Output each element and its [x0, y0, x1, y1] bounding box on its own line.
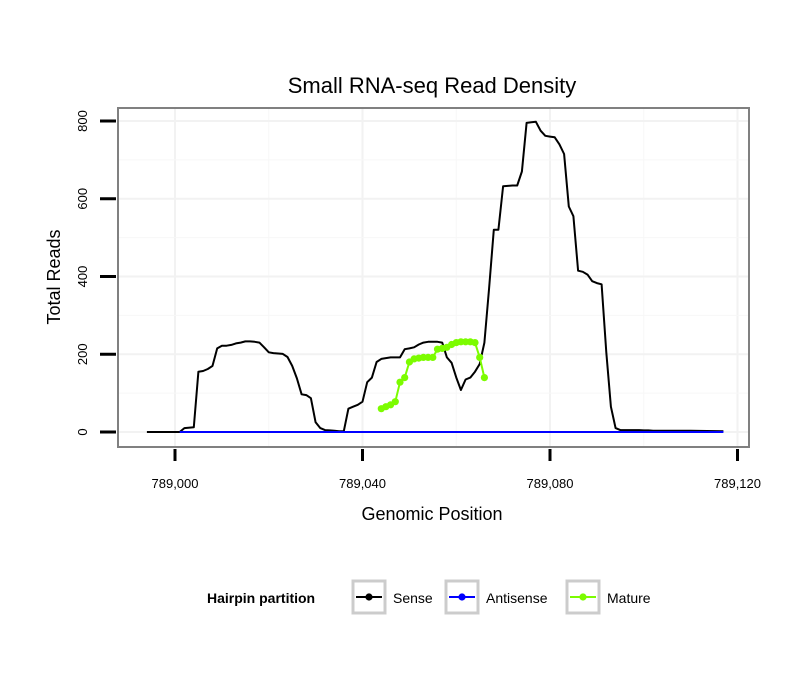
y-axis-title: Total Reads — [44, 229, 64, 324]
legend-title: Hairpin partition — [207, 590, 315, 606]
legend: Hairpin partition Sense Antisense Mature — [207, 579, 651, 615]
mature-points — [377, 338, 488, 413]
y-tick-label: 200 — [75, 343, 90, 365]
mature-point — [476, 353, 484, 361]
y-tick-label: 0 — [75, 428, 90, 435]
series-line-sense — [146, 120, 724, 433]
legend-item-sense: Sense — [351, 579, 433, 615]
legend-item-antisense: Antisense — [444, 579, 548, 615]
plot-area — [117, 107, 750, 448]
x-tick-label: 789,080 — [527, 476, 574, 491]
x-tick-label: 789,000 — [152, 476, 199, 491]
legend-key-point — [579, 593, 587, 601]
y-tick-label: 800 — [75, 110, 90, 132]
mature-point — [471, 339, 479, 347]
mature-point — [480, 374, 488, 382]
y-axis: 0 200 400 600 800 — [75, 110, 116, 436]
plot-panel-border — [117, 107, 750, 448]
x-tick-label: 789,040 — [339, 476, 386, 491]
legend-item-mature: Mature — [565, 579, 651, 615]
x-axis: 789,000 789,040 789,080 789,120 — [152, 449, 761, 491]
legend-items: Sense Antisense Mature — [351, 579, 651, 615]
mature-point — [401, 374, 409, 382]
y-tick-label: 400 — [75, 266, 90, 288]
legend-label: Mature — [607, 590, 651, 606]
legend-key-point — [365, 593, 373, 601]
mature-point — [396, 378, 404, 386]
mature-point — [391, 398, 399, 406]
mature-point — [429, 353, 437, 361]
legend-label: Sense — [393, 590, 433, 606]
x-axis-title: Genomic Position — [361, 504, 502, 524]
chart-title: Small RNA-seq Read Density — [288, 73, 577, 98]
legend-label: Antisense — [486, 590, 548, 606]
legend-key-point — [458, 593, 466, 601]
y-tick-label: 600 — [75, 188, 90, 210]
x-tick-label: 789,120 — [714, 476, 761, 491]
